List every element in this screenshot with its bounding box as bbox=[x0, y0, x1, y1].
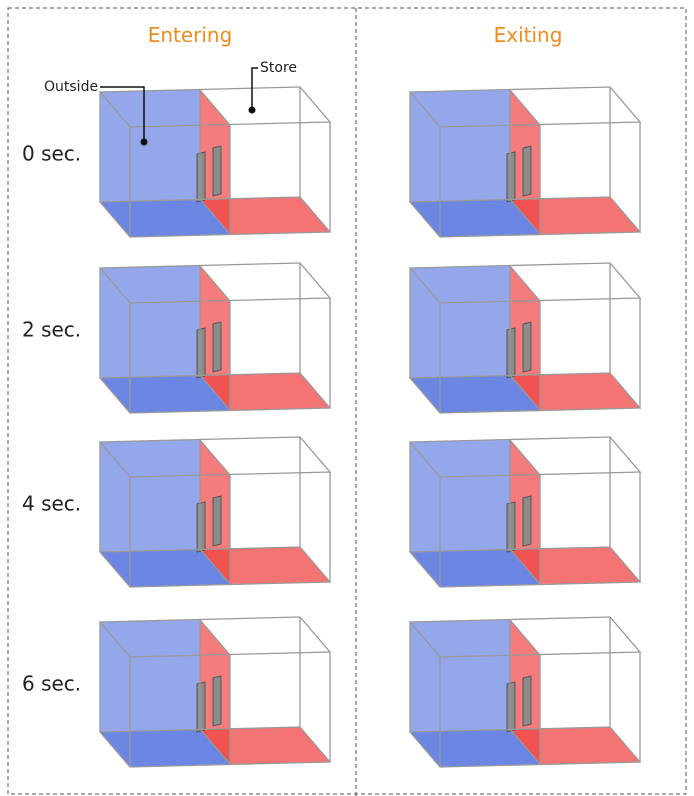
scene-panel bbox=[409, 262, 641, 414]
scene-panel bbox=[99, 616, 331, 768]
column-title: Exiting bbox=[494, 23, 563, 47]
row-label: 6 sec. bbox=[22, 672, 81, 696]
leader-dot bbox=[248, 106, 256, 114]
scene-panel bbox=[409, 86, 641, 238]
column-title: Entering bbox=[148, 23, 233, 47]
scene-panel bbox=[409, 436, 641, 588]
leader-dot bbox=[140, 138, 148, 146]
scene-panel bbox=[409, 616, 641, 768]
frame bbox=[7, 7, 687, 795]
row-label: 4 sec. bbox=[22, 492, 81, 516]
scenes bbox=[99, 86, 641, 768]
annotation: Store bbox=[260, 60, 297, 76]
leader-line bbox=[100, 86, 145, 142]
row-label: 0 sec. bbox=[22, 142, 81, 166]
scene-panel bbox=[99, 86, 331, 238]
scene-panel bbox=[99, 436, 331, 588]
leader-line bbox=[251, 67, 258, 110]
row-label: 2 sec. bbox=[22, 318, 81, 342]
scene-panel bbox=[99, 262, 331, 414]
annotation: Outside bbox=[44, 79, 98, 95]
